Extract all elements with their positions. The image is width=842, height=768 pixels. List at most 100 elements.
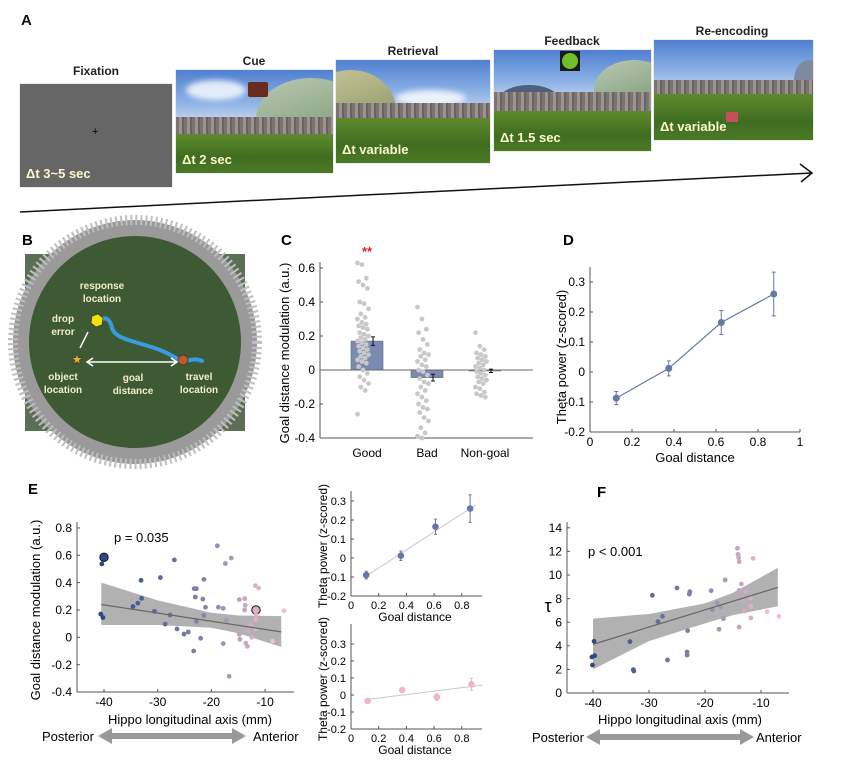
data-point	[236, 597, 242, 602]
y-tick-label: 0	[65, 631, 72, 645]
data-point	[359, 320, 365, 325]
data-point	[270, 638, 276, 644]
y-tick-label: 0	[555, 686, 562, 700]
data-point	[685, 628, 691, 634]
y-tick-label: 0	[340, 553, 346, 565]
data-point	[425, 372, 430, 378]
data-point	[358, 335, 364, 341]
y-tick-label: 0	[308, 363, 315, 377]
data-point	[362, 337, 368, 342]
data-point	[740, 598, 745, 604]
data-point	[735, 545, 740, 551]
data-point	[242, 602, 248, 608]
y-tick-label: 0.6	[298, 261, 315, 275]
data-point	[198, 635, 204, 641]
object-location-star-icon: ★	[71, 351, 84, 367]
data-point	[248, 622, 254, 628]
y-tick-label: 0.2	[298, 329, 315, 343]
data-point	[742, 608, 748, 614]
y-tick-label: 12	[549, 545, 563, 559]
stage-title-fixation: Fixation	[72, 64, 119, 78]
data-point	[422, 388, 428, 393]
label-travel-2: location	[180, 385, 218, 396]
object-icon	[726, 112, 738, 122]
data-point	[426, 418, 431, 424]
y-tick-label: -0.2	[51, 658, 72, 672]
data-point	[214, 543, 220, 549]
x-tick-label: 0.8	[454, 733, 469, 745]
confidence-band	[593, 567, 778, 670]
data-point	[99, 561, 105, 567]
data-point	[244, 643, 250, 649]
data-point	[474, 369, 479, 375]
x-axis-label: Hippo longitudinal axis (mm)	[598, 712, 762, 727]
data-point	[157, 575, 163, 580]
data-point	[748, 615, 754, 621]
data-point	[476, 379, 482, 385]
data-point	[716, 626, 722, 632]
data-point	[139, 595, 144, 601]
data-point	[203, 604, 208, 610]
duration-fixation: Δt 3~5 sec	[26, 166, 91, 181]
data-point	[249, 634, 255, 640]
highlighted-point	[99, 552, 109, 563]
data-point	[477, 343, 483, 349]
data-point	[421, 350, 427, 356]
data-point	[674, 585, 680, 591]
data-point	[739, 581, 744, 587]
stage-title-feedback: Feedback	[544, 34, 600, 48]
data-point	[627, 639, 633, 645]
posterior-label: Posterior	[42, 729, 95, 744]
data-point	[362, 314, 368, 320]
data-point	[358, 311, 364, 317]
data-point	[416, 330, 421, 335]
data-point	[419, 435, 425, 441]
data-point	[245, 628, 251, 634]
data-point	[684, 652, 690, 658]
data-point	[366, 333, 371, 339]
data-point	[418, 425, 424, 431]
x-tick-label: 1	[797, 435, 804, 449]
data-point	[363, 360, 369, 366]
stage-title-re-encoding: Re-encoding	[695, 24, 769, 38]
data-point	[362, 355, 368, 361]
data-point	[281, 608, 287, 614]
data-point	[736, 555, 741, 561]
y-axis-label: Goal distance modulation (a.u.)	[28, 520, 43, 701]
data-point	[426, 381, 431, 386]
data-point	[191, 648, 197, 654]
data-point	[358, 384, 364, 390]
data-point	[366, 306, 371, 312]
retrieval-screen: Δt variable	[336, 60, 490, 163]
data-point	[363, 275, 369, 281]
y-tick-label: -0.2	[294, 397, 315, 411]
data-point	[481, 347, 487, 352]
data-point	[355, 411, 360, 417]
y-tick-label: -0.4	[51, 685, 72, 699]
data-point	[417, 347, 423, 352]
data-point	[192, 594, 198, 600]
data-point	[776, 613, 782, 619]
travel-path	[96, 316, 204, 364]
label-response: response	[80, 281, 125, 292]
y-tick-label: 0.3	[331, 496, 346, 508]
data-point	[415, 359, 420, 364]
x-tick-label: 0.6	[426, 600, 441, 612]
data-point	[425, 406, 430, 412]
data-point	[193, 586, 199, 592]
y-axis-label: Theta power (z-scored)	[316, 484, 330, 608]
data-point	[236, 631, 242, 637]
data-point	[417, 410, 423, 415]
data-point	[468, 680, 475, 688]
data-point	[355, 260, 360, 266]
anterior-label: Anterior	[253, 729, 299, 744]
fixation-cross-icon: +	[92, 126, 99, 138]
data-point	[356, 364, 361, 369]
duration-retrieval: Δt variable	[342, 142, 409, 157]
data-point	[473, 330, 478, 335]
data-point	[135, 600, 141, 606]
y-axis-label: Theta power (z-scored)	[554, 290, 569, 424]
x-axis-label: Goal distance	[378, 610, 452, 624]
data-point	[361, 377, 367, 383]
data-point	[420, 369, 426, 375]
